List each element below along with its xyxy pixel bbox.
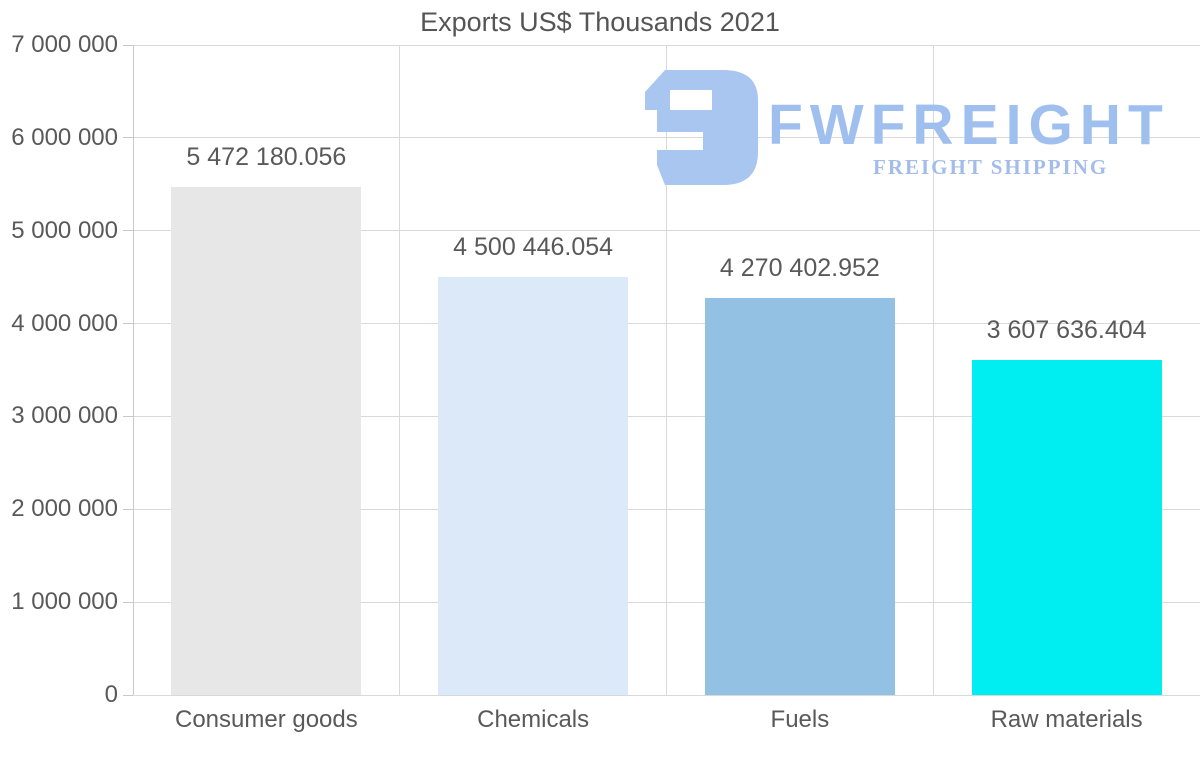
bar-raw-materials — [971, 360, 1162, 695]
gridline-vertical — [666, 45, 667, 695]
category-label-consumer-goods: Consumer goods — [174, 706, 358, 733]
gridline-vertical — [932, 45, 934, 695]
fwfreight-logo: FWFREIGHT FREIGHT SHIPPING — [645, 70, 1163, 190]
bar-fuels — [704, 298, 895, 695]
y-axis-tick — [123, 44, 133, 46]
y-tick-label: 7 000 000 — [11, 31, 118, 58]
value-label-raw-materials: 3 607 636.404 — [986, 316, 1147, 344]
y-axis-line — [132, 45, 134, 695]
value-label-fuels: 4 270 402.952 — [719, 254, 880, 283]
y-tick-label: 2 000 000 — [11, 495, 118, 523]
value-label-chemicals: 4 500 446.054 — [453, 233, 614, 262]
y-tick-label: 6 000 000 — [11, 123, 118, 151]
y-tick-label: 3 000 000 — [11, 402, 118, 430]
gridline-horizontal — [133, 694, 1200, 696]
gridline-vertical — [399, 45, 401, 695]
y-tick-label: 5 000 000 — [11, 216, 118, 244]
fwfreight-logo-mark-icon — [645, 70, 758, 185]
y-axis-tick — [123, 508, 133, 510]
y-axis-tick — [123, 323, 133, 325]
bar-chemicals — [438, 277, 629, 695]
y-tick-label: 0 — [104, 681, 118, 708]
category-label-chemicals: Chemicals — [477, 706, 590, 733]
y-axis-tick — [123, 601, 133, 603]
fwfreight-logo-tagline: FREIGHT SHIPPING — [873, 155, 1109, 179]
fwfreight-logo-text: FWFREIGHT — [768, 93, 1170, 157]
y-tick-label: 1 000 000 — [11, 588, 118, 616]
chart-title: Exports US$ Thousands 2021 — [420, 7, 780, 37]
y-tick-label: 4 000 000 — [11, 309, 118, 337]
bar-consumer-goods — [171, 186, 362, 695]
y-axis-tick — [123, 694, 133, 696]
category-label-fuels: Fuels — [770, 706, 830, 733]
value-label-consumer-goods: 5 472 180.056 — [186, 142, 347, 171]
y-axis-tick — [123, 230, 133, 232]
category-label-raw-materials: Raw materials — [990, 706, 1143, 733]
y-axis-tick — [123, 415, 133, 417]
y-axis-tick — [123, 137, 133, 139]
